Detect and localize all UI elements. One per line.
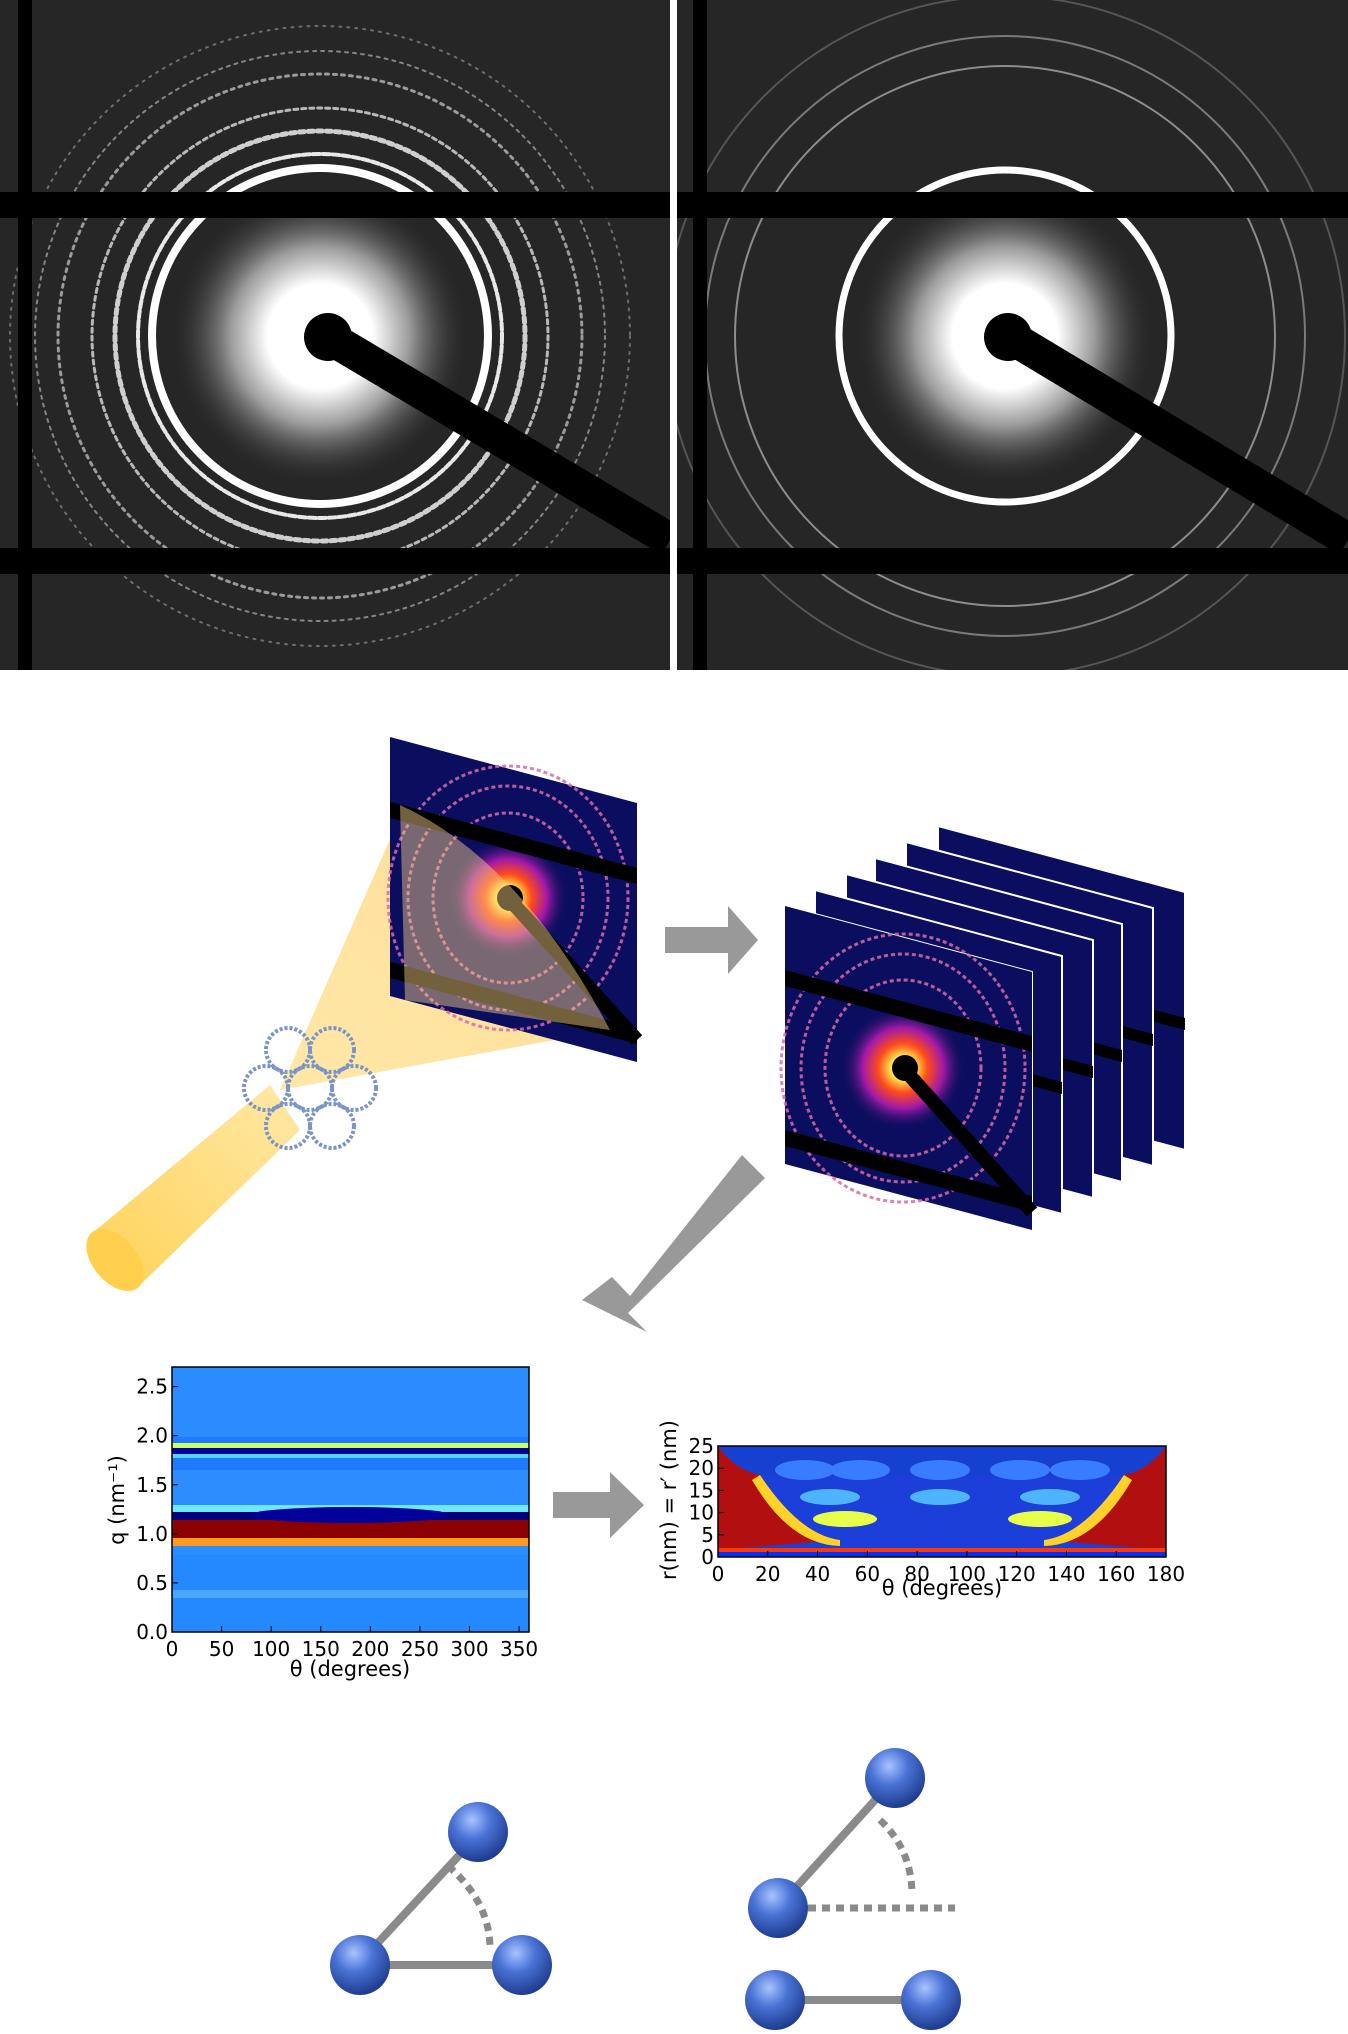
y-tick-label: 0.5 (136, 1571, 168, 1595)
arrow-to-plots (582, 1155, 765, 1332)
x-tick-label: 160 (1097, 1562, 1135, 1586)
band-high-center (172, 1520, 529, 1538)
triangle-correlation-schematic (330, 1802, 552, 1995)
x-tick-label: 250 (401, 1637, 439, 1661)
y-tick-label: 1.0 (136, 1522, 168, 1546)
y-tick-label: 20 (689, 1456, 714, 1480)
x-tick-label: 20 (755, 1562, 780, 1586)
x-tick-label: 120 (998, 1562, 1036, 1586)
x-tick-label: 0 (166, 1637, 179, 1661)
x-tick-label: 0 (712, 1562, 725, 1586)
atom-bottom-left (745, 1970, 805, 2030)
x-tick-label: 350 (500, 1637, 538, 1661)
x-axis-label: θ (degrees) (882, 1576, 1002, 1600)
y-tick-label: 5 (701, 1523, 714, 1547)
x-tick-label: 50 (209, 1637, 234, 1661)
x-tick-label: 80 (904, 1562, 929, 1586)
y-tick-label: 0.0 (136, 1620, 168, 1644)
y-tick-label: 15 (689, 1478, 714, 1502)
detector-panel (386, 737, 643, 1062)
atom-middle (748, 1878, 808, 1938)
atom-bottom-right (901, 1970, 961, 2030)
x-tick-label: 60 (855, 1562, 880, 1586)
x-tick-label: 300 (450, 1637, 488, 1661)
x-tick-label: 40 (805, 1562, 830, 1586)
x-tick-label: 200 (351, 1637, 389, 1661)
atom-top (865, 1748, 925, 1808)
x-tick-label: 150 (302, 1637, 340, 1661)
heatmap-q-theta: 0 50 100 150 200 250 300 350 0.0 0.5 1.0 1.5 2.0 2.5… (105, 1366, 538, 1681)
detector-frame-stack (779, 824, 1186, 1232)
y-tick-label: 2.0 (136, 1424, 168, 1448)
pair-correlation-schematic (745, 1748, 961, 2030)
y-tick-label: 10 (689, 1501, 714, 1525)
incident-beam (86, 1085, 300, 1291)
y-tick-label: 25 (689, 1434, 714, 1458)
arrow-to-correlation (553, 1472, 644, 1538)
y-tick-label: 0 (701, 1545, 714, 1569)
y-tick-label: 1.5 (136, 1473, 168, 1497)
x-axis-label: θ (degrees) (290, 1657, 410, 1681)
arrow-to-stack (665, 906, 758, 974)
atom-left (330, 1935, 390, 1995)
y-axis-label: r(nm) = r′ (nm) (657, 1420, 681, 1580)
x-tick-label: 100 (252, 1637, 290, 1661)
atom-top (448, 1802, 508, 1862)
y-axis-label: q (nm⁻¹) (105, 1455, 129, 1545)
x-tick-label: 140 (1047, 1562, 1085, 1586)
diffraction-pattern-left (0, 0, 670, 670)
x-tick-label: 180 (1147, 1562, 1185, 1586)
y-tick-label: 2.5 (136, 1375, 168, 1399)
diffraction-pattern-right (677, 0, 1348, 670)
x-tick-label: 100 (948, 1562, 986, 1586)
nanoparticle-cluster (242, 1026, 378, 1150)
atom-right (492, 1935, 552, 1995)
